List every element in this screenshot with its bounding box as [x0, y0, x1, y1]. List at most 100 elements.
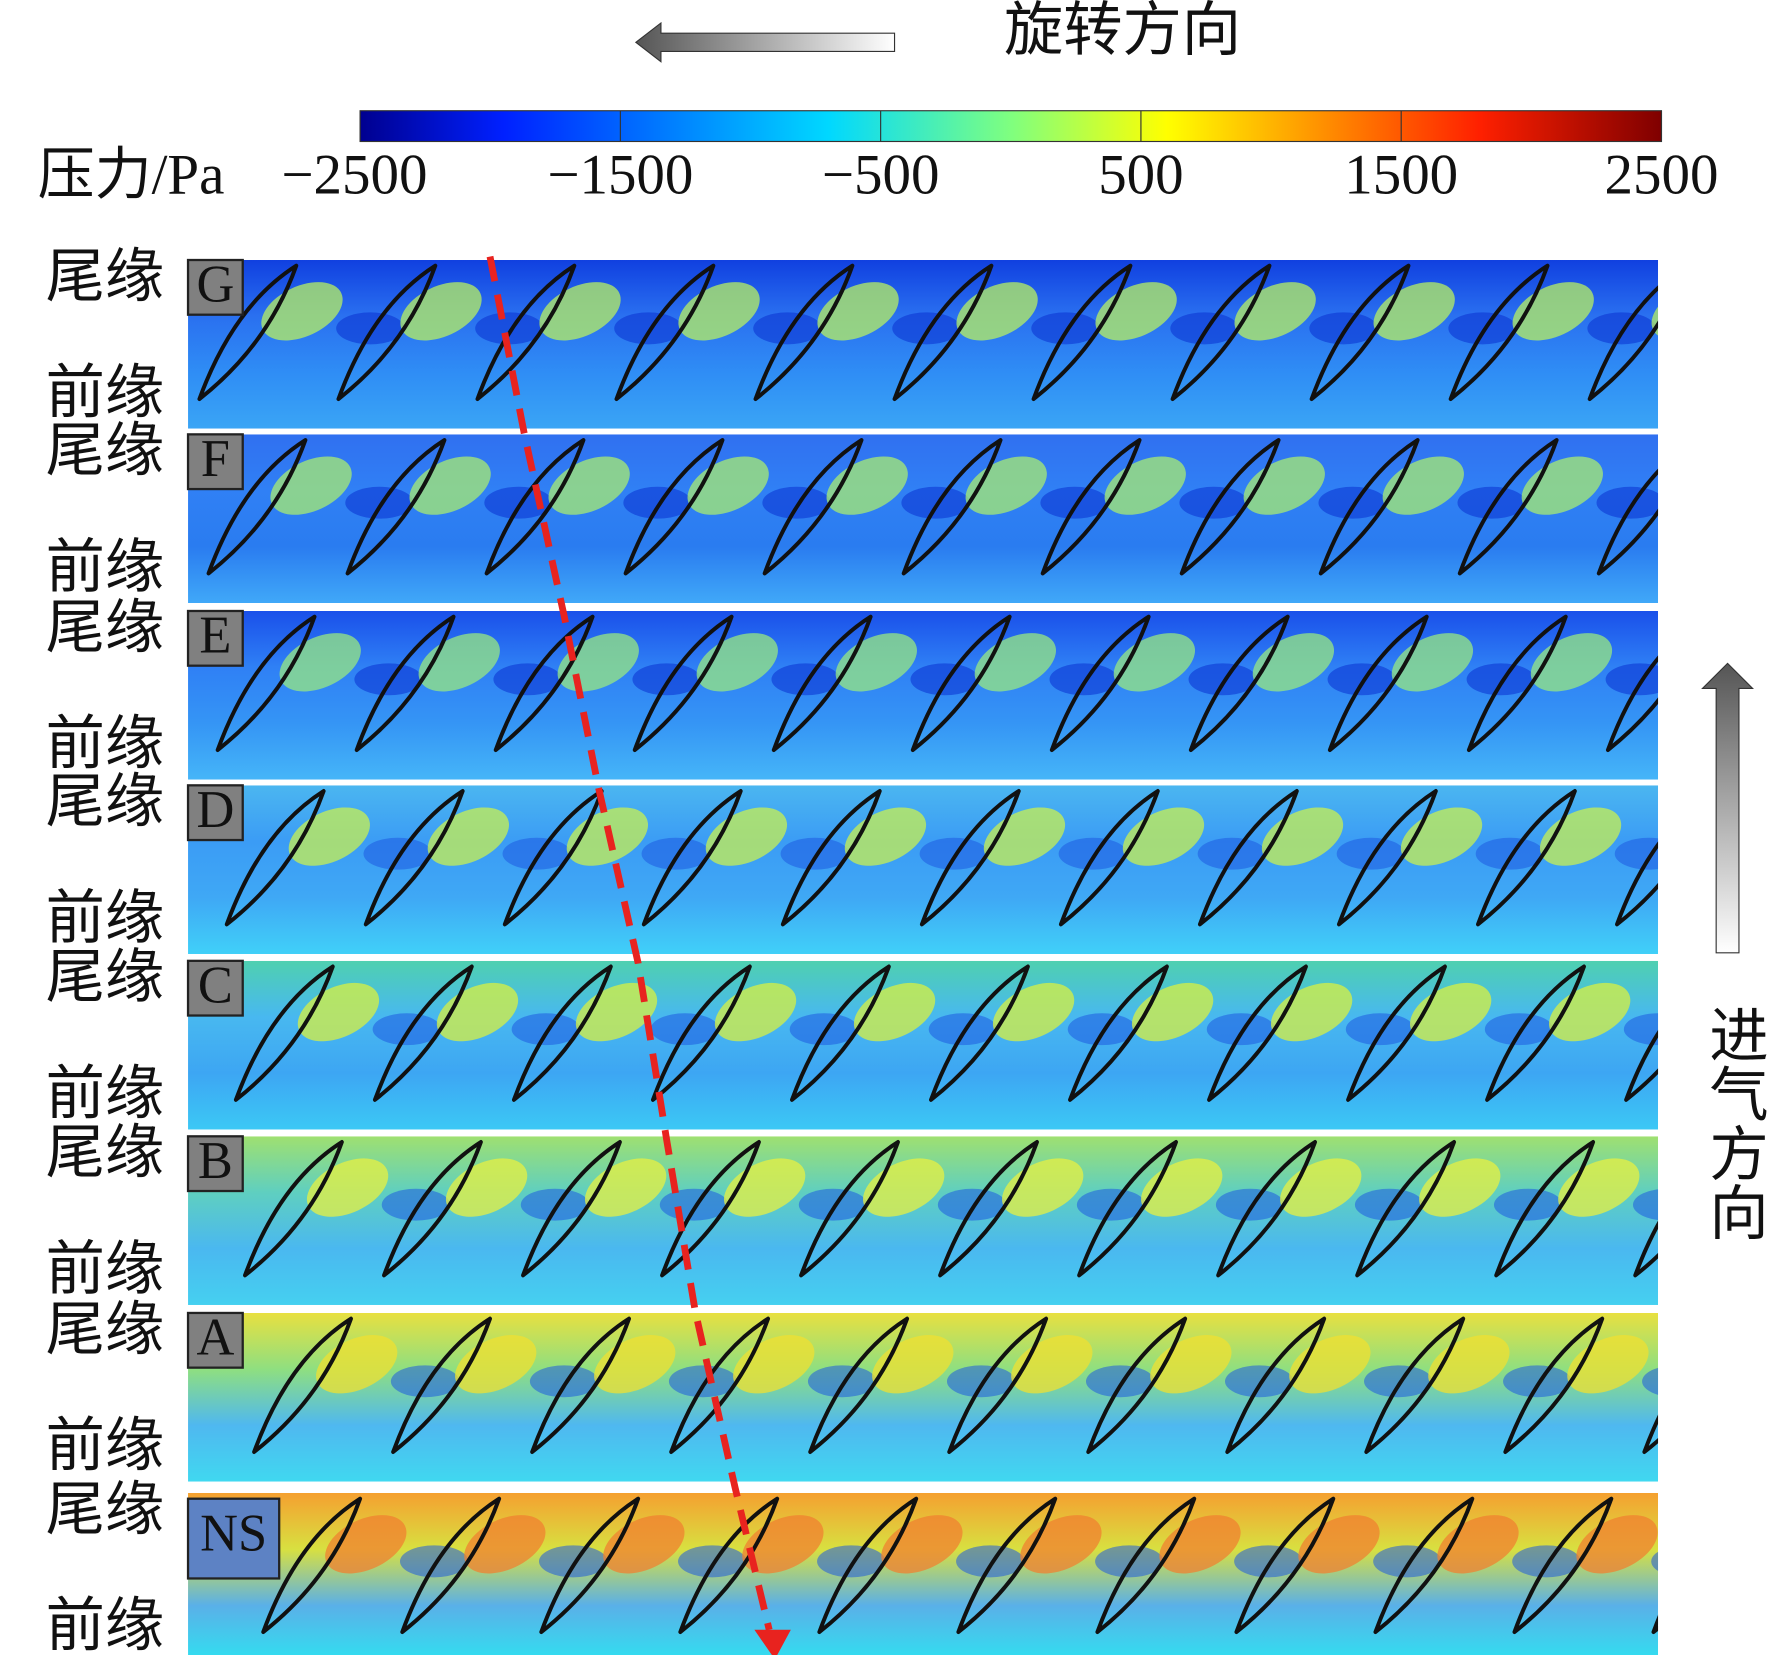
blade — [233, 964, 335, 1102]
blade — [372, 964, 474, 1102]
blade — [1049, 614, 1151, 753]
blade — [1615, 841, 1659, 927]
panel-tag: G — [196, 256, 234, 314]
panel-tag: F — [201, 430, 230, 488]
pressure-region — [493, 663, 562, 696]
panel-tag-box — [186, 1311, 244, 1369]
leading-edge-label: 前缘 — [46, 711, 165, 777]
pressure-region — [372, 1013, 442, 1046]
colorbar-label: 压力/Pa — [38, 143, 225, 206]
pressure-region — [901, 486, 970, 519]
pressure-region — [789, 1013, 859, 1046]
blade — [1336, 789, 1438, 927]
pressure-region — [892, 312, 961, 345]
blade — [632, 614, 734, 753]
blade — [1587, 285, 1659, 402]
rotation-arrow — [634, 21, 896, 63]
colorbar-tick-label: 2500 — [1604, 143, 1718, 206]
pressure-region — [539, 1545, 608, 1578]
pressure-region — [1448, 312, 1517, 345]
blade — [1596, 468, 1659, 576]
panel-tag-box — [186, 609, 244, 667]
pressure-region — [1049, 663, 1118, 696]
pressure-region — [956, 1545, 1025, 1578]
pressure-region — [632, 663, 701, 696]
panel — [188, 610, 1659, 780]
blade — [1095, 1496, 1197, 1635]
pressure-region — [363, 837, 432, 870]
leading-edge-label: 前缘 — [46, 1413, 165, 1479]
blade — [1503, 1316, 1605, 1454]
pressure-region — [1726, 312, 1772, 344]
blade — [1225, 1316, 1327, 1454]
trailing-edge-label: 尾缘 — [46, 594, 165, 660]
blade — [780, 789, 882, 927]
pressure-region — [1206, 1013, 1276, 1046]
blade — [400, 1496, 502, 1635]
trend-arrowhead — [754, 1629, 791, 1655]
leading-edge-label: 前缘 — [46, 360, 165, 426]
blade — [1457, 438, 1559, 576]
blade — [1346, 964, 1447, 1102]
panel — [188, 1136, 1659, 1305]
panel-tag-box — [186, 1497, 281, 1580]
pressure-region — [1697, 1323, 1772, 1405]
pressure-region — [1085, 1365, 1155, 1398]
blade — [919, 789, 1021, 927]
pressure-region — [1067, 1013, 1137, 1046]
blade — [892, 263, 994, 402]
pressure-region — [345, 486, 414, 519]
blade — [1466, 614, 1568, 753]
pressure-region — [937, 1188, 1007, 1221]
panel-tag: C — [198, 956, 233, 1014]
blade — [1327, 614, 1429, 753]
pressure-region — [1706, 1503, 1772, 1585]
pressure-region — [762, 486, 831, 519]
pressure-region — [520, 1188, 590, 1221]
pressure-region — [1642, 1367, 1659, 1395]
panel — [188, 260, 1772, 429]
blade — [493, 614, 595, 753]
blade — [1624, 1030, 1659, 1102]
blade — [1031, 263, 1133, 402]
blade — [511, 964, 613, 1102]
blade — [1216, 1140, 1318, 1278]
blade — [660, 1140, 761, 1278]
blade — [215, 614, 317, 753]
pressure-region — [1632, 1189, 1659, 1221]
panel-tag-box — [186, 1135, 244, 1193]
pressure-region — [1484, 1013, 1554, 1046]
panel-tag: E — [199, 607, 231, 665]
pressure-region — [807, 1365, 877, 1398]
blade — [1040, 438, 1142, 576]
panel-tag-box — [186, 784, 244, 842]
pressure-region — [1736, 487, 1772, 519]
blade — [901, 438, 1003, 576]
blade — [1605, 655, 1659, 753]
panel — [188, 960, 1659, 1130]
pressure-region — [1754, 838, 1772, 870]
pressure-region — [511, 1013, 581, 1046]
panel — [188, 785, 1772, 954]
pressure-region — [1058, 837, 1128, 870]
pressure-region — [910, 663, 979, 696]
blade — [475, 263, 577, 402]
panel-tag: B — [198, 1132, 233, 1190]
pressure-region — [623, 486, 692, 519]
blade — [336, 263, 438, 402]
pressure-region — [502, 837, 571, 870]
colorbar-tick-label: −500 — [822, 143, 940, 206]
pressure-region — [1318, 486, 1387, 519]
pressure-region — [1605, 663, 1659, 696]
blade — [1485, 964, 1586, 1102]
pressure-region — [614, 312, 683, 345]
panel — [188, 1312, 1772, 1482]
rotation-label: 旋转方向 — [1004, 0, 1241, 63]
blade — [1234, 1496, 1336, 1635]
blade — [197, 263, 299, 402]
blade — [1170, 263, 1272, 402]
panel-background — [188, 434, 1659, 604]
pressure-region — [1179, 486, 1248, 519]
trailing-edge-label: 尾缘 — [46, 1476, 165, 1542]
pressure-region — [946, 1365, 1016, 1398]
